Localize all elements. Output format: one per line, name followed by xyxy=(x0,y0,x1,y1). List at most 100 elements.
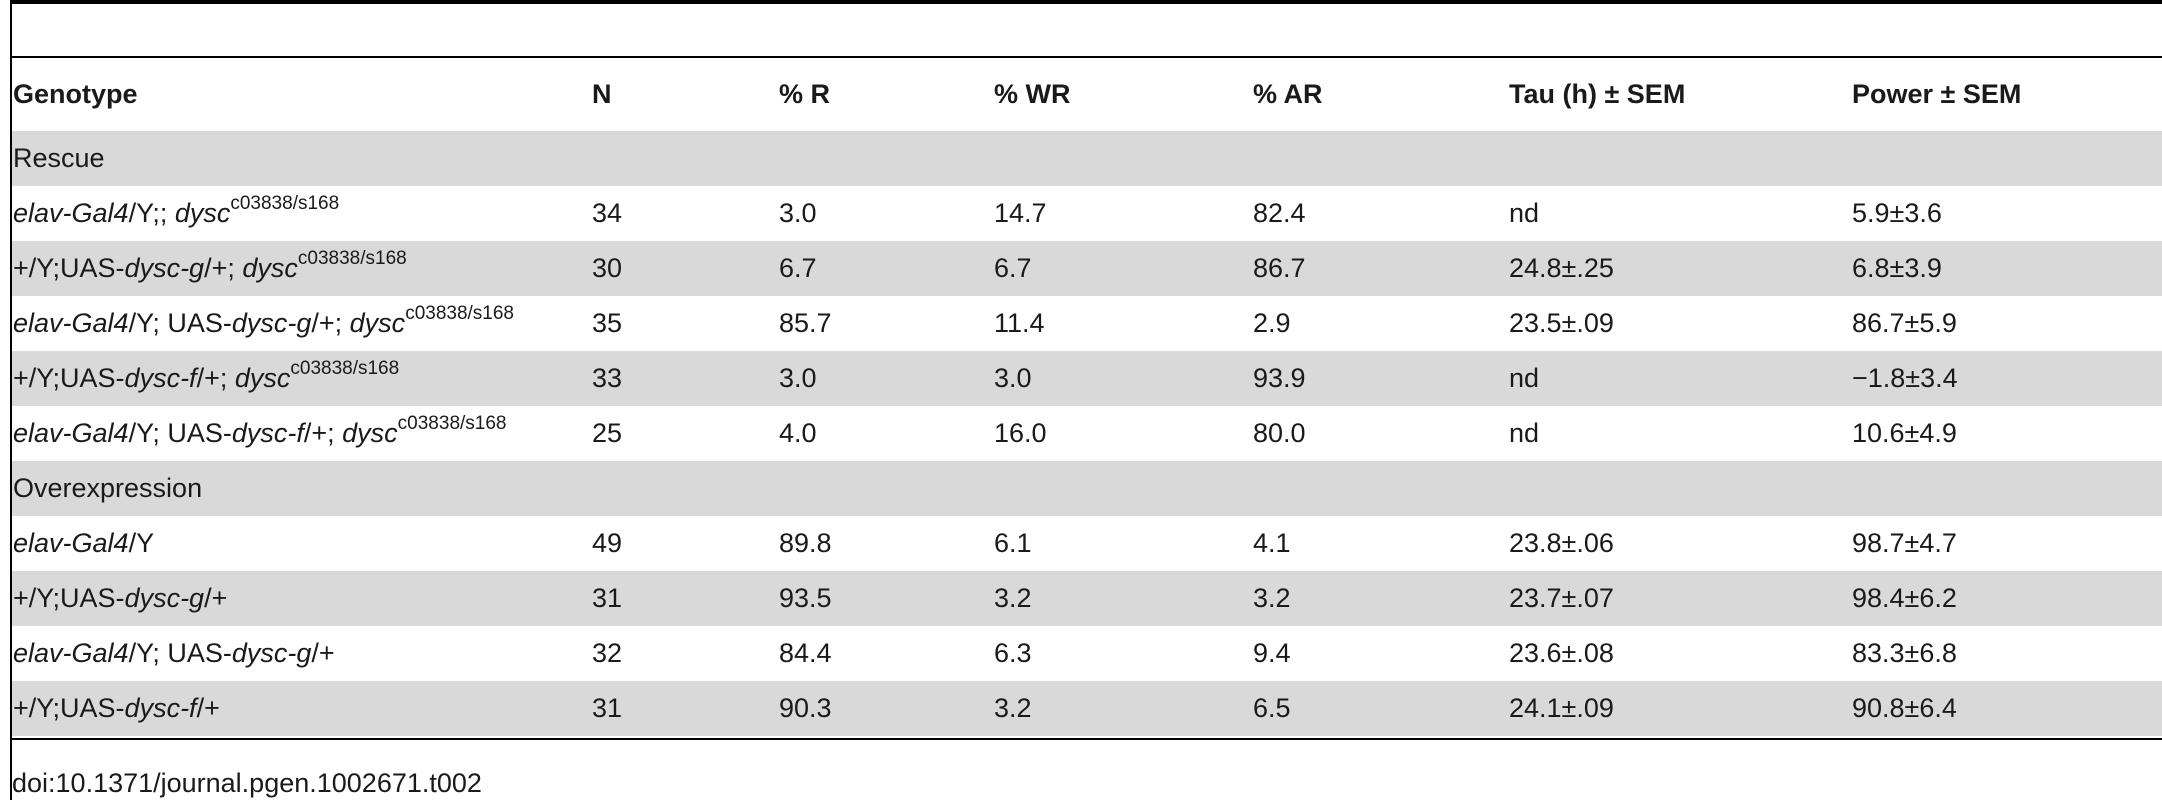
percent-ar-cell: 2.9 xyxy=(1253,308,1291,338)
power-cell: 10.6±4.9 xyxy=(1852,418,1957,448)
percent-wr-cell: 3.2 xyxy=(994,681,1253,736)
genotype-segment: dysc xyxy=(242,253,298,283)
genotype-segment: /+; xyxy=(196,363,235,393)
n-cell: 33 xyxy=(592,351,779,406)
tau-cell: 24.1±.09 xyxy=(1509,681,1852,736)
genotype-segment: dysc xyxy=(342,418,398,448)
percent-wr-cell: 14.7 xyxy=(994,198,1047,228)
genotype-segment: /Y; UAS- xyxy=(128,638,232,668)
header-percent-r: % R xyxy=(779,79,831,109)
tau-cell: nd xyxy=(1509,418,1540,448)
left-rule xyxy=(10,0,12,800)
percent-r-cell: 93.5 xyxy=(779,571,994,626)
section-row: Overexpression xyxy=(12,461,2162,516)
genotype-cell: +/Y;UAS-dysc-g/+ xyxy=(12,571,592,626)
genotype-segment: dysc-g xyxy=(124,253,205,283)
percent-wr-cell: 6.7 xyxy=(994,241,1253,296)
tau-cell: 23.7±.07 xyxy=(1509,571,1852,626)
genotype-segment: /+; xyxy=(204,253,243,283)
power-cell: −1.8±3.4 xyxy=(1852,351,2162,406)
table-row: +/Y;UAS-dysc-f/+ 31 90.3 3.2 6.5 24.1±.09 90.8… xyxy=(12,681,2162,736)
genotype-segment: dysc-f xyxy=(231,418,304,448)
genotype-segment: dysc-f xyxy=(124,693,197,723)
data-table: Genotype N % R % WR % AR Tau (h) ± SEM P… xyxy=(12,58,2162,736)
n-cell: 32 xyxy=(592,638,623,668)
genotype-segment: /Y; UAS- xyxy=(128,308,232,338)
percent-ar-cell: 82.4 xyxy=(1253,198,1306,228)
genotype-segment: +/Y;UAS- xyxy=(13,583,125,613)
tau-cell: 23.5±.09 xyxy=(1509,308,1614,338)
percent-wr-cell: 6.1 xyxy=(994,528,1032,558)
header-tau: Tau (h) ± SEM xyxy=(1509,79,1686,109)
genotype-segment: /Y; UAS- xyxy=(128,418,232,448)
n-cell: 49 xyxy=(592,528,623,558)
genotype-segment: /+; xyxy=(311,308,350,338)
genotype-cell: +/Y;UAS-dysc-g/+; dyscc03838/s168 xyxy=(12,241,592,296)
genotype-segment: c03838/s168 xyxy=(397,413,507,434)
table-row: +/Y;UAS-dysc-g/+; dyscc03838/s168 30 6.7 6.… xyxy=(12,241,2162,296)
table-row: elav-Gal4/Y; UAS-dysc-g/+; dyscc03838/s1… xyxy=(12,296,2162,351)
percent-ar-cell: 6.5 xyxy=(1253,681,1509,736)
tau-cell: 23.8±.06 xyxy=(1509,528,1614,558)
percent-wr-cell: 11.4 xyxy=(994,308,1045,338)
genotype-cell: elav-Gal4/Y; UAS-dysc-g/+; dyscc03838/s1… xyxy=(12,296,592,351)
genotype-segment: dysc-g xyxy=(231,638,312,668)
genotype-segment: dysc xyxy=(234,363,291,393)
genotype-segment: /+ xyxy=(204,583,228,613)
n-cell: 31 xyxy=(592,571,779,626)
genotype-segment: elav-Gal4 xyxy=(13,308,129,338)
tau-cell: nd xyxy=(1509,198,1540,228)
n-cell: 30 xyxy=(592,241,779,296)
percent-r-cell: 84.4 xyxy=(779,638,832,668)
power-cell: 5.9±3.6 xyxy=(1852,198,1942,228)
power-cell: 90.8±6.4 xyxy=(1852,681,2162,736)
table-row: +/Y;UAS-dysc-f/+; dyscc03838/s168 33 3.0 3.… xyxy=(12,351,2162,406)
percent-ar-cell: 4.1 xyxy=(1253,528,1291,558)
table-row: elav-Gal4/Y; UAS-dysc-g/+ 32 84.4 6.3 9.4 23.… xyxy=(12,626,2162,681)
top-rule xyxy=(10,0,2162,4)
bottom-rule xyxy=(10,738,2162,740)
genotype-segment: dysc-f xyxy=(124,363,197,393)
genotype-segment: c03838/s168 xyxy=(230,193,340,214)
percent-r-cell: 4.0 xyxy=(779,418,817,448)
genotype-segment: c03838/s168 xyxy=(297,248,407,269)
genotype-segment: c03838/s168 xyxy=(405,303,515,324)
table-body: Rescue elav-Gal4/Y;; dyscc03838/s168 34 3.0… xyxy=(12,131,2162,736)
percent-wr-cell: 6.3 xyxy=(994,638,1032,668)
n-cell: 25 xyxy=(592,418,623,448)
table-header: Genotype N % R % WR % AR Tau (h) ± SEM P… xyxy=(12,58,2162,131)
percent-r-cell: 3.0 xyxy=(779,351,994,406)
header-row: Genotype N % R % WR % AR Tau (h) ± SEM P… xyxy=(12,58,2162,131)
section-label: Overexpression xyxy=(12,461,2162,516)
power-cell: 98.4±6.2 xyxy=(1852,571,2162,626)
percent-ar-cell: 9.4 xyxy=(1253,638,1291,668)
tau-cell: 23.6±.08 xyxy=(1509,638,1614,668)
n-cell: 34 xyxy=(592,198,623,228)
genotype-segment: elav-Gal4 xyxy=(13,418,129,448)
power-cell: 98.7±4.7 xyxy=(1852,528,1957,558)
genotype-segment: +/Y;UAS- xyxy=(13,253,125,283)
header-percent-ar: % AR xyxy=(1253,79,1323,109)
table-row: elav-Gal4/Y;; dyscc03838/s168 34 3.0 14.7 82… xyxy=(12,186,2162,241)
percent-ar-cell: 80.0 xyxy=(1253,418,1306,448)
genotype-segment: /Y xyxy=(128,528,155,558)
genotype-cell: +/Y;UAS-dysc-f/+; dyscc03838/s168 xyxy=(12,351,592,406)
n-cell: 35 xyxy=(592,308,623,338)
genotype-segment: dysc xyxy=(349,308,406,338)
genotype-segment: dysc-g xyxy=(124,583,205,613)
percent-r-cell: 89.8 xyxy=(779,528,832,558)
genotype-segment: dysc-g xyxy=(231,308,312,338)
genotype-segment: /+ xyxy=(311,638,335,668)
percent-ar-cell: 93.9 xyxy=(1253,351,1509,406)
genotype-cell: elav-Gal4/Y; UAS-dysc-f/+; dyscc03838/s1… xyxy=(12,406,592,461)
section-label: Rescue xyxy=(12,131,2162,186)
genotype-cell: elav-Gal4/Y xyxy=(12,516,592,571)
n-cell: 31 xyxy=(592,681,779,736)
header-genotype: Genotype xyxy=(13,79,138,109)
percent-wr-cell: 3.0 xyxy=(994,351,1253,406)
genotype-cell: elav-Gal4/Y;; dyscc03838/s168 xyxy=(12,186,592,241)
table-row: elav-Gal4/Y 49 89.8 6.1 4.1 23.8±.06 98.7±4.7 xyxy=(12,516,2162,571)
genotype-segment: c03838/s168 xyxy=(290,358,400,379)
percent-wr-cell: 16.0 xyxy=(994,418,1047,448)
